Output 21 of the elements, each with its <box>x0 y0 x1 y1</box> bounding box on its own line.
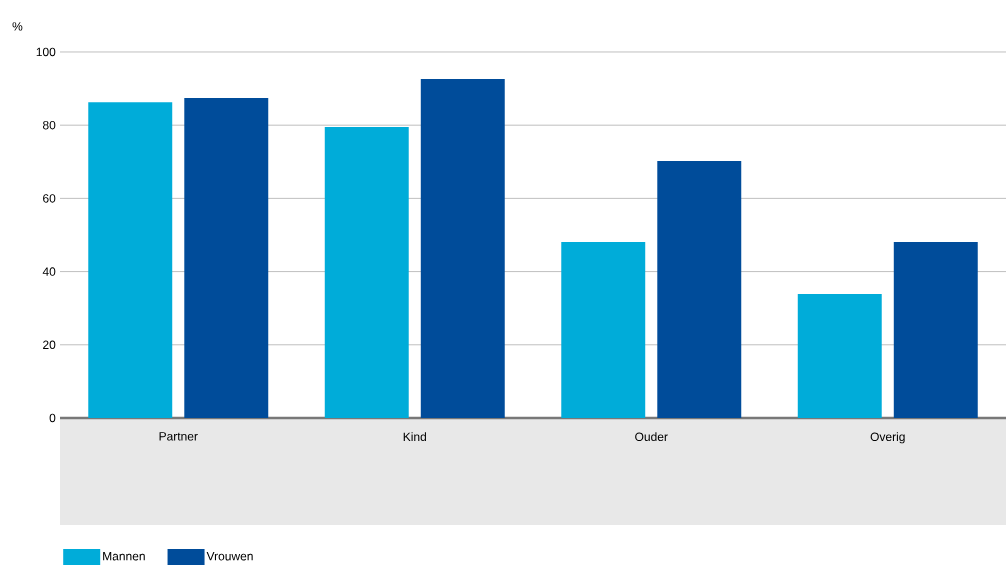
y-tick-label: 60 <box>43 194 56 203</box>
x-tick-label: Partner <box>159 432 198 441</box>
y-tick-label: 80 <box>42 120 56 130</box>
y-tick-label: 100 <box>36 47 56 57</box>
legend-label: Vrouwen <box>206 552 253 561</box>
bar <box>420 79 505 418</box>
x-tick-label: Kind <box>403 432 426 441</box>
y-tick-label: 20 <box>43 340 56 350</box>
y-axis-title: % <box>12 22 23 31</box>
bar <box>893 241 978 418</box>
x-tick-label: Ouder <box>635 432 668 441</box>
bar <box>324 127 409 418</box>
bar <box>797 293 882 418</box>
bar <box>184 98 269 418</box>
bar <box>561 241 646 418</box>
y-tick-label: 40 <box>42 267 56 276</box>
x-tick-label: Overig <box>870 432 905 444</box>
bar <box>657 161 742 418</box>
legend-label: Mannen <box>103 552 145 561</box>
y-tick-label: 0 <box>49 413 56 423</box>
bar <box>88 102 173 418</box>
